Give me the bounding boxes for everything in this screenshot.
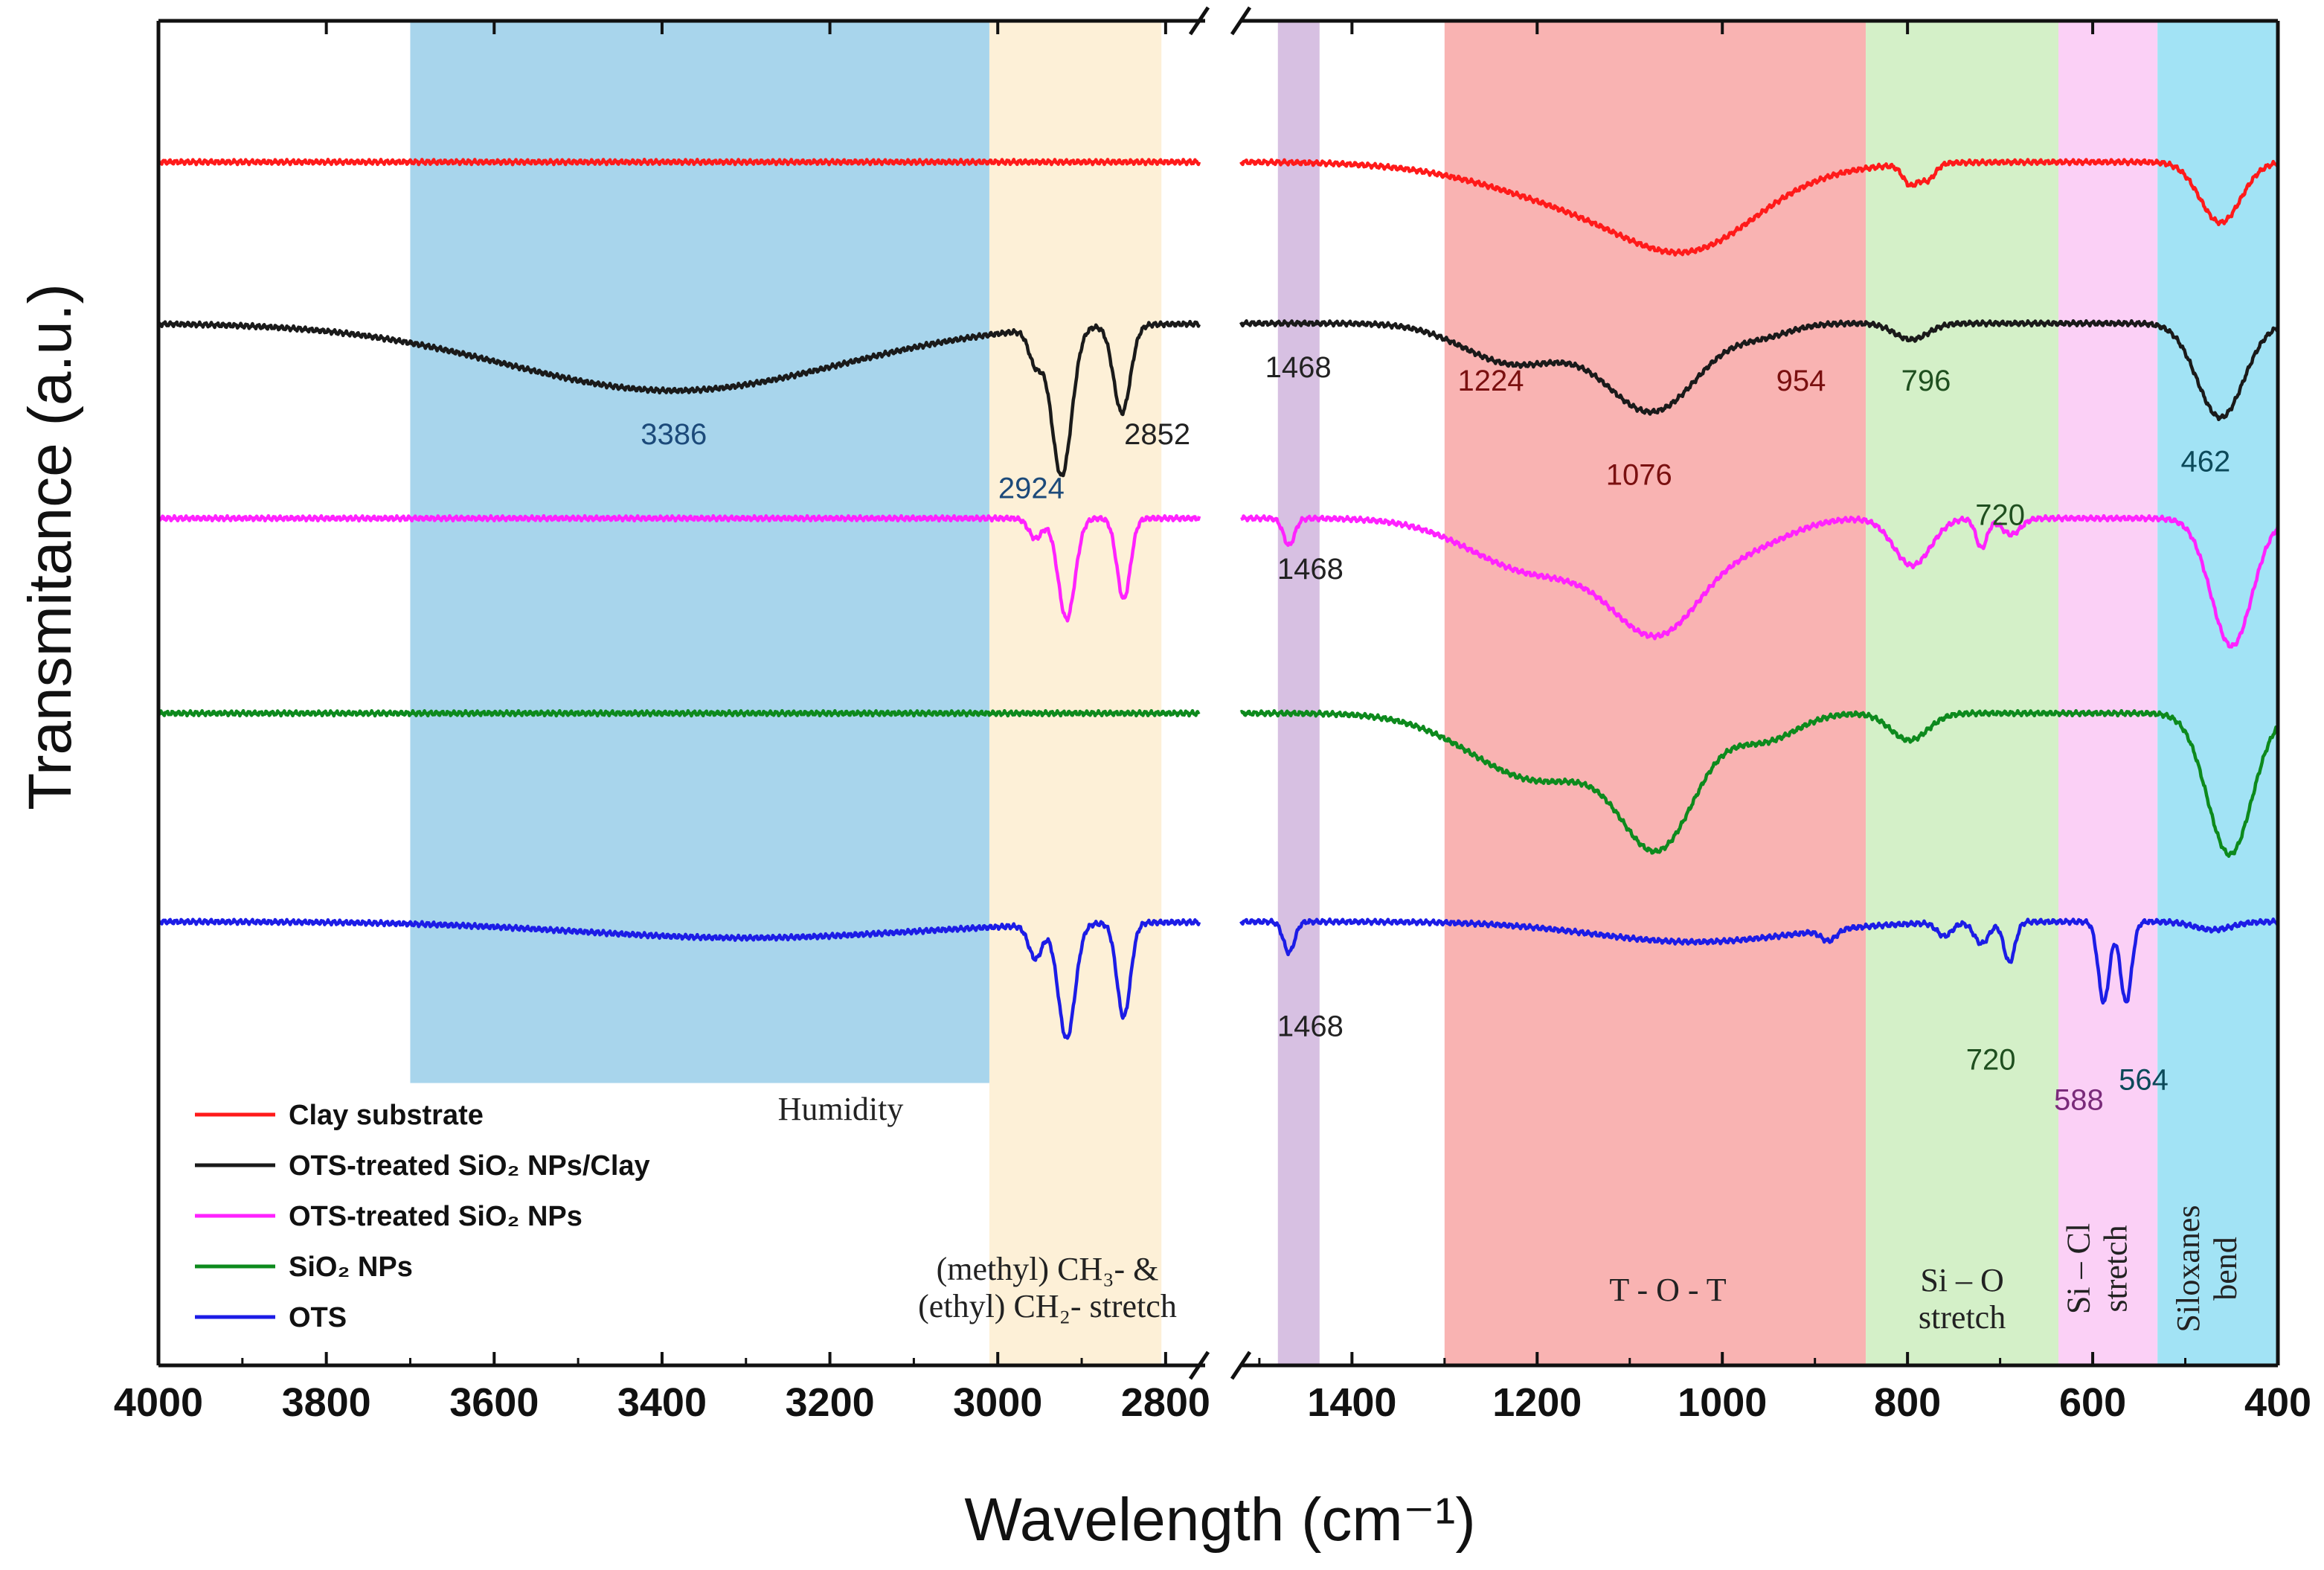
- peak-label-564: 564: [2119, 1064, 2169, 1097]
- region-labels: Humidity (methyl) CH₃- &(ethyl) CH₂- stre…: [778, 1091, 2244, 1336]
- peak-label-954: 954: [1776, 365, 1826, 397]
- axis-break-mark: [1188, 1350, 1210, 1380]
- region-label-line: (methyl) CH₃- &: [937, 1251, 1159, 1287]
- region-ch-stretch: [989, 21, 1162, 1365]
- series-line-sio-nps-right: [1239, 708, 2279, 858]
- series-line-clay-substrate-right: [1239, 158, 2280, 257]
- legend-label-ots-treated-sio-nps-clay: OTS-treated SiO₂ NPs/Clay: [289, 1150, 650, 1182]
- region-si-o-stretch: [1866, 21, 2059, 1365]
- region-label-humidity: Humidity: [778, 1091, 904, 1127]
- x-tick-label: 1000: [1678, 1380, 1767, 1425]
- peak-label-1076: 1076: [1606, 458, 1672, 491]
- y-axis-label: Transmitance (a.u.): [16, 283, 84, 810]
- x-tick-label: 3200: [786, 1380, 875, 1425]
- axis-break-mark: [1230, 6, 1252, 36]
- region-label-ch-stretch: (methyl) CH₃- &(ethyl) CH₂- stretch: [918, 1251, 1177, 1324]
- x-tick-label: 3800: [282, 1380, 371, 1425]
- region-1468-band: [1277, 21, 1320, 1365]
- peak-label-720: 720: [1975, 499, 2025, 532]
- peak-label-462: 462: [2181, 445, 2231, 478]
- series-line-sio-nps-left: [157, 708, 1201, 718]
- legend-label-ots: OTS: [289, 1302, 347, 1333]
- series-line-ots-left: [156, 917, 1201, 1040]
- series-line-ots-treated-sio-nps-clay-right: [1239, 318, 2280, 422]
- region-label-line: Siloxanes: [2170, 1205, 2206, 1332]
- region-t-o-t: [1444, 21, 1866, 1365]
- peak-label-720: 720: [1966, 1043, 2016, 1076]
- x-axis-label: Wavelength (cm⁻¹): [964, 1486, 1475, 1554]
- peak-annotations: 3386 2924 2852 1468 1224 1076 954 796 462 1468 720…: [641, 351, 2230, 1117]
- x-tick-label: 3400: [617, 1380, 707, 1425]
- peak-label-1468: 1468: [1265, 351, 1332, 384]
- x-tick-label: 600: [2059, 1380, 2126, 1425]
- x-tick-label: 400: [2244, 1380, 2311, 1425]
- x-tick-label: 1400: [1307, 1380, 1396, 1425]
- region-si-cl-stretch: [2058, 21, 2158, 1365]
- series-layer: [156, 158, 2280, 1040]
- region-label-line: Si – Cl: [2061, 1223, 2097, 1314]
- region-label-line: Si – O: [1920, 1262, 2003, 1298]
- region-label-si-cl-stretch: Si – Cl stretch: [2061, 1223, 2134, 1314]
- peak-label-2852: 2852: [1124, 418, 1190, 451]
- x-tick-label: 3000: [953, 1380, 1042, 1425]
- series-line-ots-treated-sio-nps-clay-left: [156, 319, 1201, 478]
- region-label-line: T - O - T: [1609, 1272, 1726, 1308]
- legend-label-clay-substrate: Clay substrate: [289, 1100, 484, 1131]
- series-line-ots-right: [1239, 917, 2280, 1005]
- x-tick-label: 800: [1874, 1380, 1941, 1425]
- region-label-line: (ethyl) CH₂- stretch: [918, 1288, 1177, 1324]
- region-siloxanes-bend: [2157, 21, 2278, 1365]
- region-label-t-o-t: T - O - T: [1609, 1272, 1726, 1308]
- peak-label-1468: 1468: [1277, 1010, 1344, 1042]
- series-line-ots-treated-sio-nps-left: [156, 513, 1201, 623]
- legend-label-sio-nps: SiO₂ NPs: [289, 1252, 413, 1283]
- x-axis-ticks: 4000 3800 3600 3400 3200 3000 2800 1400 1200 1000…: [114, 21, 2311, 1425]
- region-humidity: [410, 21, 989, 1083]
- peak-label-2924: 2924: [998, 472, 1065, 504]
- series-line-ots-treated-sio-nps-right: [1239, 513, 2280, 649]
- legend-label-ots-treated-sio-nps: OTS-treated SiO₂ NPs: [289, 1201, 582, 1232]
- x-tick-label: 3600: [449, 1380, 539, 1425]
- legend: Clay substrate OTS-treated SiO₂ NPs/Clay O…: [195, 1100, 650, 1333]
- x-tick-label: 4000: [114, 1380, 203, 1425]
- x-tick-label: 2800: [1121, 1380, 1210, 1425]
- region-label-siloxanes-bend: Siloxanes bend: [2170, 1205, 2244, 1332]
- region-label-line: bend: [2207, 1237, 2244, 1301]
- region-label-line: stretch: [2098, 1225, 2134, 1312]
- series-line-clay-substrate-left: [156, 158, 1201, 167]
- axes-frame: [156, 6, 2280, 1380]
- x-tick-label: 1200: [1492, 1380, 1582, 1425]
- peak-label-1224: 1224: [1458, 365, 1524, 397]
- axis-break-mark: [1188, 6, 1210, 36]
- regions-layer: [410, 21, 2278, 1365]
- peak-label-3386: 3386: [641, 418, 707, 451]
- axis-break-mark: [1230, 1350, 1252, 1380]
- peak-label-796: 796: [1901, 365, 1951, 397]
- peak-label-1468: 1468: [1277, 553, 1344, 586]
- region-label-line: stretch: [1919, 1299, 2006, 1336]
- peak-label-588: 588: [2054, 1084, 2104, 1117]
- region-label-line: Humidity: [778, 1091, 904, 1127]
